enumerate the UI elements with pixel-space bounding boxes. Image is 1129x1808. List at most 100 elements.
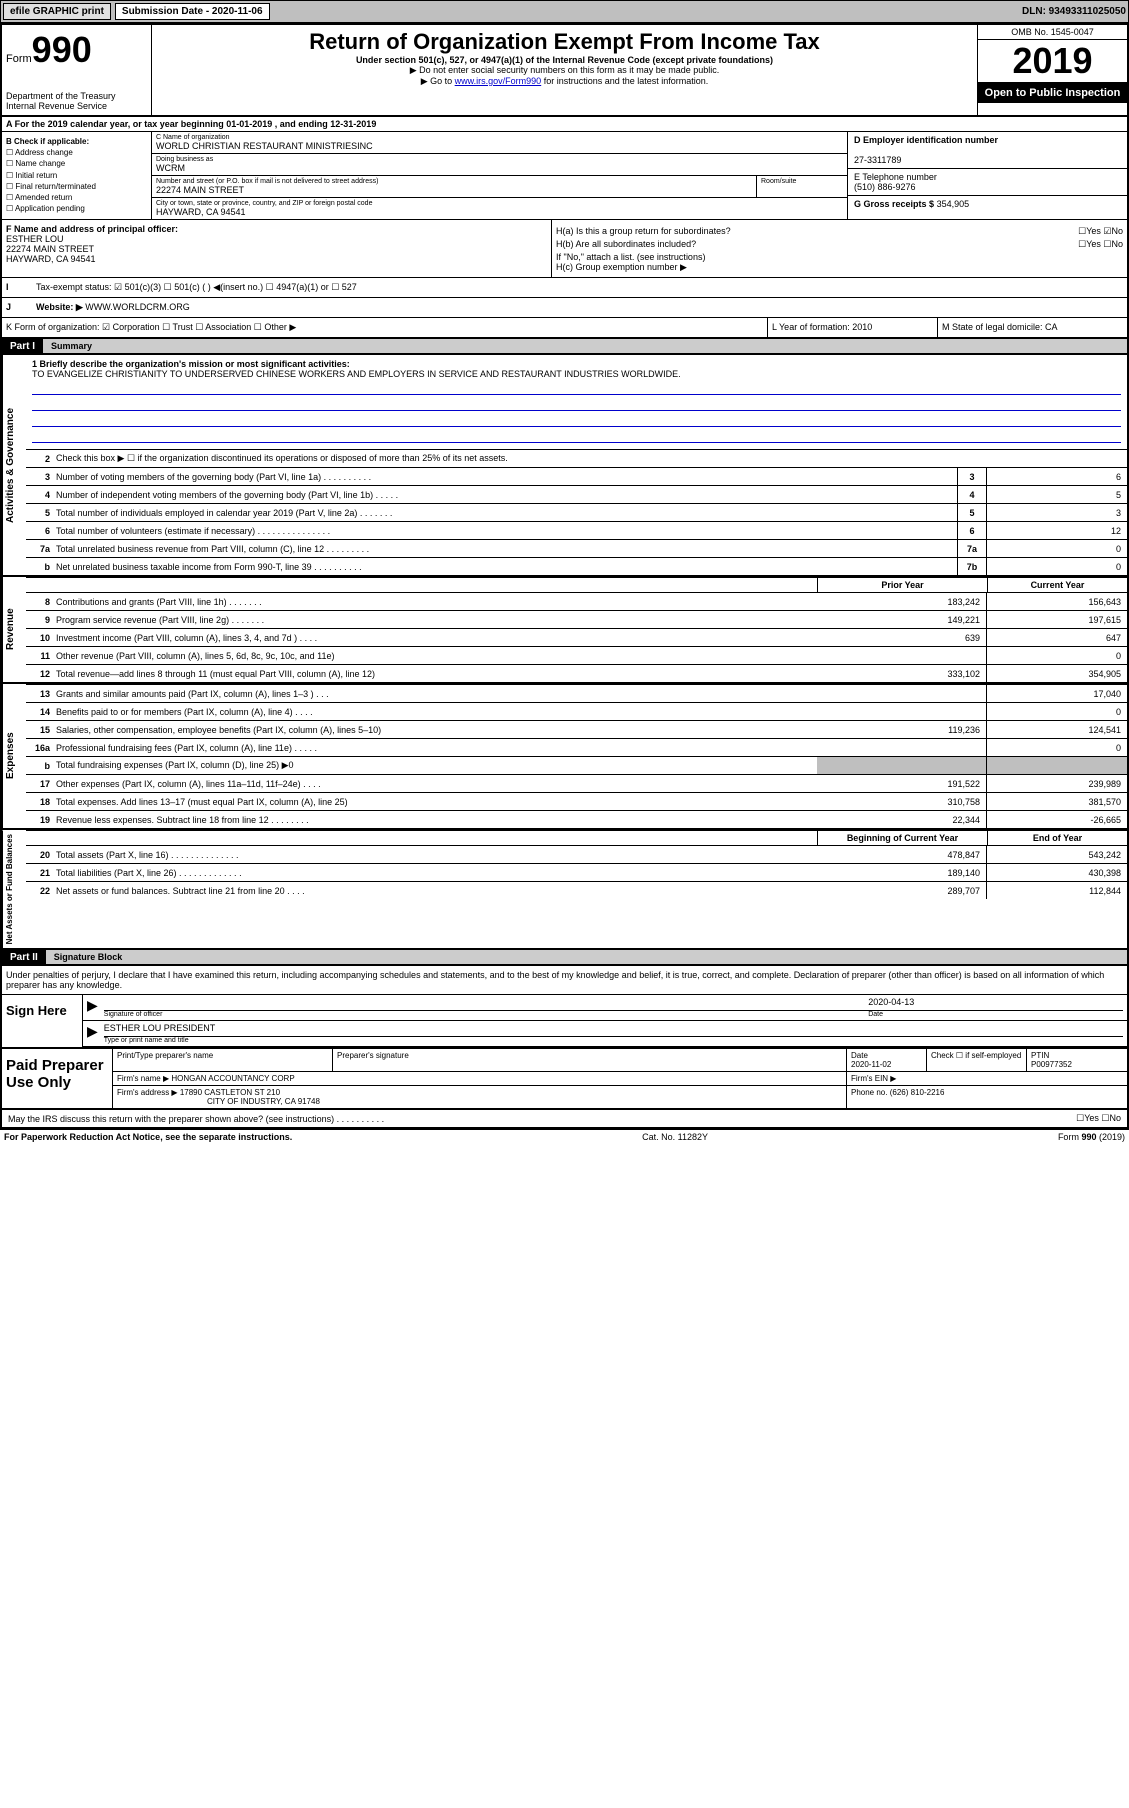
discuss-row: May the IRS discuss this return with the… bbox=[2, 1110, 1127, 1128]
mission-block: 1 Briefly describe the organization's mi… bbox=[26, 355, 1127, 449]
data-line: 12Total revenue—add lines 8 through 11 (… bbox=[26, 664, 1127, 682]
gross-label: G Gross receipts $ bbox=[854, 199, 934, 209]
preparer-block: Paid Preparer Use Only Print/Type prepar… bbox=[2, 1049, 1127, 1110]
submission-date: Submission Date - 2020-11-06 bbox=[115, 3, 270, 20]
chk-final[interactable]: Final return/terminated bbox=[6, 182, 96, 191]
prep-date-hdr: Date2020-11-02 bbox=[847, 1049, 927, 1071]
data-line: 8Contributions and grants (Part VIII, li… bbox=[26, 592, 1127, 610]
footer-left: For Paperwork Reduction Act Notice, see … bbox=[4, 1132, 292, 1142]
chk-amended[interactable]: Amended return bbox=[6, 193, 72, 202]
tax-status-opts[interactable]: ☑ 501(c)(3) ☐ 501(c) ( ) ◀(insert no.) ☐… bbox=[114, 282, 357, 292]
hb-note: If "No," attach a list. (see instruction… bbox=[556, 252, 1123, 262]
sig-name: ESTHER LOU PRESIDENT bbox=[104, 1023, 1123, 1037]
gov-line: 4Number of independent voting members of… bbox=[26, 485, 1127, 503]
sig-date: 2020-04-13 bbox=[868, 997, 1123, 1011]
prep-name-hdr: Print/Type preparer's name bbox=[113, 1049, 333, 1071]
k-form-org[interactable]: K Form of organization: ☑ Corporation ☐ … bbox=[2, 318, 767, 337]
gov-line: 7aTotal unrelated business revenue from … bbox=[26, 539, 1127, 557]
prep-sig-hdr: Preparer's signature bbox=[333, 1049, 847, 1071]
sig-officer-label: Signature of officer bbox=[104, 1011, 868, 1018]
website: WWW.WORLDCRM.ORG bbox=[85, 302, 189, 312]
irs-link[interactable]: www.irs.gov/Form990 bbox=[455, 76, 542, 86]
officer-city: HAYWARD, CA 94541 bbox=[6, 254, 96, 264]
hb-yn[interactable]: ☐Yes ☐No bbox=[1078, 239, 1123, 250]
data-line: 22Net assets or fund balances. Subtract … bbox=[26, 881, 1127, 899]
city: HAYWARD, CA 94541 bbox=[156, 207, 843, 217]
gross-receipts: 354,905 bbox=[937, 199, 970, 209]
firm-addr: Firm's address ▶ 17890 CASTLETON ST 210C… bbox=[113, 1086, 847, 1108]
ein: 27-3311789 bbox=[854, 155, 901, 165]
hb-label: H(b) Are all subordinates included? bbox=[556, 239, 696, 250]
form-header: Form990 Department of the Treasury Inter… bbox=[2, 25, 1127, 117]
col-defg: D Employer identification number 27-3311… bbox=[847, 132, 1127, 219]
chk-address[interactable]: Address change bbox=[6, 148, 73, 157]
arrow-icon: ▶ bbox=[87, 1023, 98, 1044]
website-label: Website: ▶ bbox=[36, 302, 83, 312]
street: 22274 MAIN STREET bbox=[156, 185, 752, 195]
m-state: M State of legal domicile: CA bbox=[937, 318, 1127, 337]
efile-button[interactable]: efile GRAPHIC print bbox=[3, 3, 111, 20]
data-line: 14Benefits paid to or for members (Part … bbox=[26, 702, 1127, 720]
declaration: Under penalties of perjury, I declare th… bbox=[2, 966, 1127, 994]
gov-line: 3Number of voting members of the governi… bbox=[26, 467, 1127, 485]
form-subtitle: Under section 501(c), 527, or 4947(a)(1)… bbox=[156, 55, 973, 65]
entity-grid: B Check if applicable: Address change Na… bbox=[2, 132, 1127, 220]
tax-status-label: Tax-exempt status: bbox=[36, 282, 112, 292]
topbar: efile GRAPHIC print Submission Date - 20… bbox=[0, 0, 1129, 23]
arrow-icon: ▶ bbox=[87, 997, 98, 1018]
data-line: 17Other expenses (Part IX, column (A), l… bbox=[26, 774, 1127, 792]
officer-label: F Name and address of principal officer: bbox=[6, 224, 178, 234]
vtab-netassets: Net Assets or Fund Balances bbox=[2, 830, 26, 948]
begin-year-hdr: Beginning of Current Year bbox=[817, 831, 987, 845]
chk-initial[interactable]: Initial return bbox=[6, 171, 57, 180]
data-line: 16aProfessional fundraising fees (Part I… bbox=[26, 738, 1127, 756]
gov-line: 5Total number of individuals employed in… bbox=[26, 503, 1127, 521]
firm-phone: Phone no. (626) 810-2216 bbox=[847, 1086, 1127, 1108]
vtab-revenue: Revenue bbox=[2, 577, 26, 682]
org-name: WORLD CHRISTIAN RESTAURANT MINISTRIESINC bbox=[156, 141, 843, 151]
street-label: Number and street (or P.O. box if mail i… bbox=[156, 178, 752, 185]
omb-number: OMB No. 1545-0047 bbox=[978, 25, 1127, 40]
form-number: 990 bbox=[32, 29, 92, 70]
col-b-checkboxes: B Check if applicable: Address change Na… bbox=[2, 132, 152, 219]
data-line: 21Total liabilities (Part X, line 26) . … bbox=[26, 863, 1127, 881]
preparer-label: Paid Preparer Use Only bbox=[2, 1049, 112, 1108]
section-expenses: Expenses 13Grants and similar amounts pa… bbox=[2, 684, 1127, 830]
phone-label: E Telephone number bbox=[854, 172, 937, 182]
instruction-1: ▶ Do not enter social security numbers o… bbox=[156, 65, 973, 76]
row-j: J Website: ▶ WWW.WORLDCRM.ORG bbox=[2, 298, 1127, 318]
gov-line: 2Check this box ▶ ☐ if the organization … bbox=[26, 449, 1127, 467]
part2-header: Part II Signature Block bbox=[2, 950, 1127, 966]
data-line: 19Revenue less expenses. Subtract line 1… bbox=[26, 810, 1127, 828]
ein-label: D Employer identification number bbox=[854, 135, 998, 145]
chk-name[interactable]: Name change bbox=[6, 159, 65, 168]
section-governance: Activities & Governance 1 Briefly descri… bbox=[2, 355, 1127, 577]
data-line: 18Total expenses. Add lines 13–17 (must … bbox=[26, 792, 1127, 810]
prep-ptin: PTINP00977352 bbox=[1027, 1049, 1127, 1071]
data-line: 20Total assets (Part X, line 16) . . . .… bbox=[26, 845, 1127, 863]
dba: WCRM bbox=[156, 163, 843, 173]
sig-date-label: Date bbox=[868, 1011, 1123, 1018]
row-a-period: A For the 2019 calendar year, or tax yea… bbox=[2, 117, 1127, 132]
part1-header: Part I Summary bbox=[2, 339, 1127, 355]
row-i: I Tax-exempt status: ☑ 501(c)(3) ☐ 501(c… bbox=[2, 278, 1127, 298]
ha-yn[interactable]: ☐Yes ☑No bbox=[1078, 226, 1123, 237]
chk-pending[interactable]: Application pending bbox=[6, 204, 85, 213]
open-public-badge: Open to Public Inspection bbox=[978, 83, 1127, 103]
section-netassets: Net Assets or Fund Balances Beginning of… bbox=[2, 830, 1127, 950]
footer-right: Form 990 (2019) bbox=[1058, 1132, 1125, 1142]
dba-label: Doing business as bbox=[156, 156, 843, 163]
city-label: City or town, state or province, country… bbox=[156, 200, 843, 207]
officer-street: 22274 MAIN STREET bbox=[6, 244, 94, 254]
data-line: 10Investment income (Part VIII, column (… bbox=[26, 628, 1127, 646]
row-fh: F Name and address of principal officer:… bbox=[2, 220, 1127, 278]
tax-year: 2019 bbox=[978, 40, 1127, 83]
firm-name: Firm's name ▶ HONGAN ACCOUNTANCY CORP bbox=[113, 1072, 847, 1085]
firm-ein: Firm's EIN ▶ bbox=[847, 1072, 1127, 1085]
gov-line: 6Total number of volunteers (estimate if… bbox=[26, 521, 1127, 539]
prep-chk[interactable]: Check ☐ if self-employed bbox=[927, 1049, 1027, 1071]
signature-block: Under penalties of perjury, I declare th… bbox=[2, 966, 1127, 1049]
discuss-yn[interactable]: ☐Yes ☐No bbox=[987, 1113, 1127, 1124]
dln: DLN: 93493311025050 bbox=[1022, 6, 1126, 17]
row-klm: K Form of organization: ☑ Corporation ☐ … bbox=[2, 318, 1127, 339]
